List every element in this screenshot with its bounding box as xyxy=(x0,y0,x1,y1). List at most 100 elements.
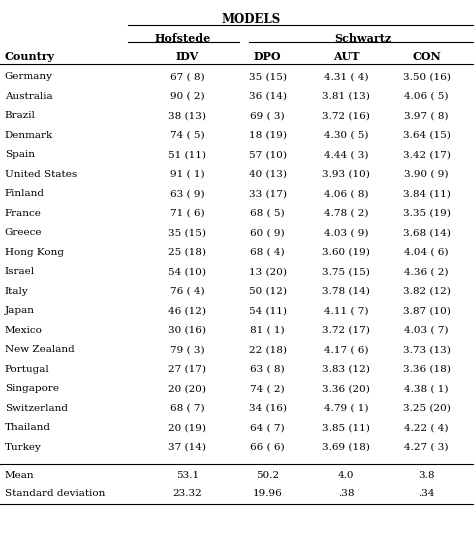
Text: 3.35 (19): 3.35 (19) xyxy=(402,209,451,218)
Text: Denmark: Denmark xyxy=(5,131,53,140)
Text: Hofstede: Hofstede xyxy=(155,33,210,44)
Text: .38: .38 xyxy=(338,489,354,498)
Text: 3.36 (20): 3.36 (20) xyxy=(322,384,370,394)
Text: 36 (14): 36 (14) xyxy=(249,92,287,101)
Text: 51 (11): 51 (11) xyxy=(168,150,206,159)
Text: 4.30 ( 5): 4.30 ( 5) xyxy=(324,131,368,140)
Text: 3.72 (17): 3.72 (17) xyxy=(322,326,370,335)
Text: Spain: Spain xyxy=(5,150,35,159)
Text: 3.25 (20): 3.25 (20) xyxy=(402,404,451,413)
Text: 4.11 ( 7): 4.11 ( 7) xyxy=(324,306,368,316)
Text: 3.82 (12): 3.82 (12) xyxy=(402,287,451,296)
Text: 4.04 ( 6): 4.04 ( 6) xyxy=(404,248,449,257)
Text: 3.83 (12): 3.83 (12) xyxy=(322,365,370,374)
Text: 3.97 ( 8): 3.97 ( 8) xyxy=(404,111,449,120)
Text: Japan: Japan xyxy=(5,306,35,316)
Text: 3.85 (11): 3.85 (11) xyxy=(322,423,370,433)
Text: 3.72 (16): 3.72 (16) xyxy=(322,111,370,120)
Text: 35 (15): 35 (15) xyxy=(168,228,206,238)
Text: 23.32: 23.32 xyxy=(173,489,202,498)
Text: 34 (16): 34 (16) xyxy=(249,404,287,413)
Text: 3.60 (19): 3.60 (19) xyxy=(322,248,370,257)
Text: 4.22 ( 4): 4.22 ( 4) xyxy=(404,423,449,433)
Text: 4.78 ( 2): 4.78 ( 2) xyxy=(324,209,368,218)
Text: 4.17 ( 6): 4.17 ( 6) xyxy=(324,345,368,355)
Text: 67 ( 8): 67 ( 8) xyxy=(170,72,205,81)
Text: 20 (20): 20 (20) xyxy=(168,384,206,394)
Text: 68 ( 5): 68 ( 5) xyxy=(250,209,285,218)
Text: 3.81 (13): 3.81 (13) xyxy=(322,92,370,101)
Text: New Zealand: New Zealand xyxy=(5,345,74,355)
Text: 63 ( 8): 63 ( 8) xyxy=(250,365,285,374)
Text: 64 ( 7): 64 ( 7) xyxy=(250,423,285,433)
Text: 50.2: 50.2 xyxy=(256,471,279,480)
Text: 53.1: 53.1 xyxy=(176,471,199,480)
Text: 3.75 (15): 3.75 (15) xyxy=(322,267,370,277)
Text: 3.90 ( 9): 3.90 ( 9) xyxy=(404,170,449,179)
Text: Portugal: Portugal xyxy=(5,365,49,374)
Text: MODELS: MODELS xyxy=(221,13,281,26)
Text: 4.03 ( 9): 4.03 ( 9) xyxy=(324,228,368,238)
Text: 60 ( 9): 60 ( 9) xyxy=(250,228,285,238)
Text: 3.8: 3.8 xyxy=(419,471,435,480)
Text: 3.50 (16): 3.50 (16) xyxy=(402,72,451,81)
Text: 40 (13): 40 (13) xyxy=(249,170,287,179)
Text: 57 (10): 57 (10) xyxy=(249,150,287,159)
Text: 20 (19): 20 (19) xyxy=(168,423,206,433)
Text: 35 (15): 35 (15) xyxy=(249,72,287,81)
Text: 74 ( 2): 74 ( 2) xyxy=(250,384,285,394)
Text: United States: United States xyxy=(5,170,77,179)
Text: Mean: Mean xyxy=(5,471,35,480)
Text: 13 (20): 13 (20) xyxy=(249,267,287,277)
Text: 4.06 ( 5): 4.06 ( 5) xyxy=(404,92,449,101)
Text: 54 (10): 54 (10) xyxy=(168,267,206,277)
Text: 3.68 (14): 3.68 (14) xyxy=(402,228,451,238)
Text: 30 (16): 30 (16) xyxy=(168,326,206,335)
Text: Switzerland: Switzerland xyxy=(5,404,68,413)
Text: Schwartz: Schwartz xyxy=(334,33,391,44)
Text: 4.36 ( 2): 4.36 ( 2) xyxy=(404,267,449,277)
Text: 27 (17): 27 (17) xyxy=(168,365,206,374)
Text: Germany: Germany xyxy=(5,72,53,81)
Text: Australia: Australia xyxy=(5,92,52,101)
Text: CON: CON xyxy=(412,51,441,62)
Text: Hong Kong: Hong Kong xyxy=(5,248,64,257)
Text: 3.36 (18): 3.36 (18) xyxy=(402,365,451,374)
Text: Italy: Italy xyxy=(5,287,28,296)
Text: Standard deviation: Standard deviation xyxy=(5,489,105,498)
Text: AUT: AUT xyxy=(333,51,359,62)
Text: Israel: Israel xyxy=(5,267,35,277)
Text: 3.84 (11): 3.84 (11) xyxy=(402,189,451,199)
Text: 4.31 ( 4): 4.31 ( 4) xyxy=(324,72,368,81)
Text: 38 (13): 38 (13) xyxy=(168,111,206,120)
Text: 68 ( 4): 68 ( 4) xyxy=(250,248,285,257)
Text: 19.96: 19.96 xyxy=(253,489,283,498)
Text: 3.78 (14): 3.78 (14) xyxy=(322,287,370,296)
Text: 66 ( 6): 66 ( 6) xyxy=(250,443,285,452)
Text: Greece: Greece xyxy=(5,228,42,238)
Text: Thailand: Thailand xyxy=(5,423,51,433)
Text: 3.69 (18): 3.69 (18) xyxy=(322,443,370,452)
Text: Singapore: Singapore xyxy=(5,384,59,394)
Text: 4.79 ( 1): 4.79 ( 1) xyxy=(324,404,368,413)
Text: 81 ( 1): 81 ( 1) xyxy=(250,326,285,335)
Text: DPO: DPO xyxy=(254,51,282,62)
Text: 63 ( 9): 63 ( 9) xyxy=(170,189,205,199)
Text: 4.27 ( 3): 4.27 ( 3) xyxy=(404,443,449,452)
Text: 33 (17): 33 (17) xyxy=(249,189,287,199)
Text: 91 ( 1): 91 ( 1) xyxy=(170,170,205,179)
Text: France: France xyxy=(5,209,42,218)
Text: 18 (19): 18 (19) xyxy=(249,131,287,140)
Text: 4.44 ( 3): 4.44 ( 3) xyxy=(324,150,368,159)
Text: Finland: Finland xyxy=(5,189,45,199)
Text: 69 ( 3): 69 ( 3) xyxy=(250,111,285,120)
Text: 4.03 ( 7): 4.03 ( 7) xyxy=(404,326,449,335)
Text: Country: Country xyxy=(5,51,55,62)
Text: Mexico: Mexico xyxy=(5,326,43,335)
Text: 3.42 (17): 3.42 (17) xyxy=(402,150,451,159)
Text: 71 ( 6): 71 ( 6) xyxy=(170,209,205,218)
Text: 46 (12): 46 (12) xyxy=(168,306,206,316)
Text: 3.93 (10): 3.93 (10) xyxy=(322,170,370,179)
Text: 50 (12): 50 (12) xyxy=(249,287,287,296)
Text: 76 ( 4): 76 ( 4) xyxy=(170,287,205,296)
